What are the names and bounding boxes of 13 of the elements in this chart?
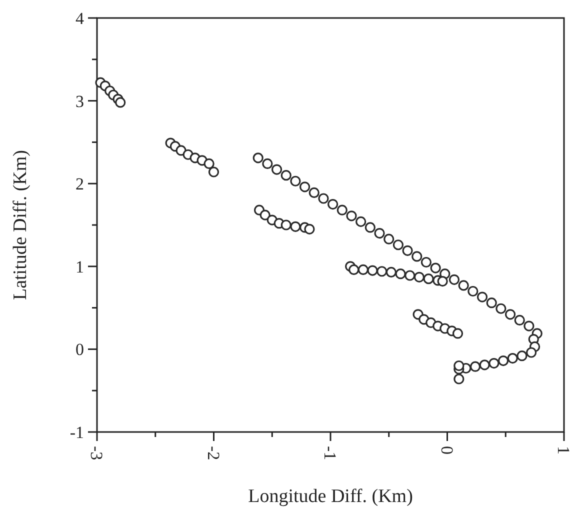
y-tick-label: 2 [76,174,84,194]
y-tick-label: 1 [76,257,84,276]
y-tick-label: 0 [76,340,84,360]
y-axis-title: Latitude Diff. (Km) [10,150,31,300]
x-axis-title: Longitude Diff. (Km) [248,486,413,507]
x-tick-label: -1 [320,446,340,460]
x-tick-label: -3 [87,446,106,460]
x-tick-label: -2 [204,446,223,460]
x-tick-label: 0 [437,446,456,454]
y-tick-label: 4 [76,8,84,28]
y-tick-label: -1 [70,422,84,442]
x-tick-label: 1 [554,446,574,454]
y-tick-label: 3 [76,92,84,111]
